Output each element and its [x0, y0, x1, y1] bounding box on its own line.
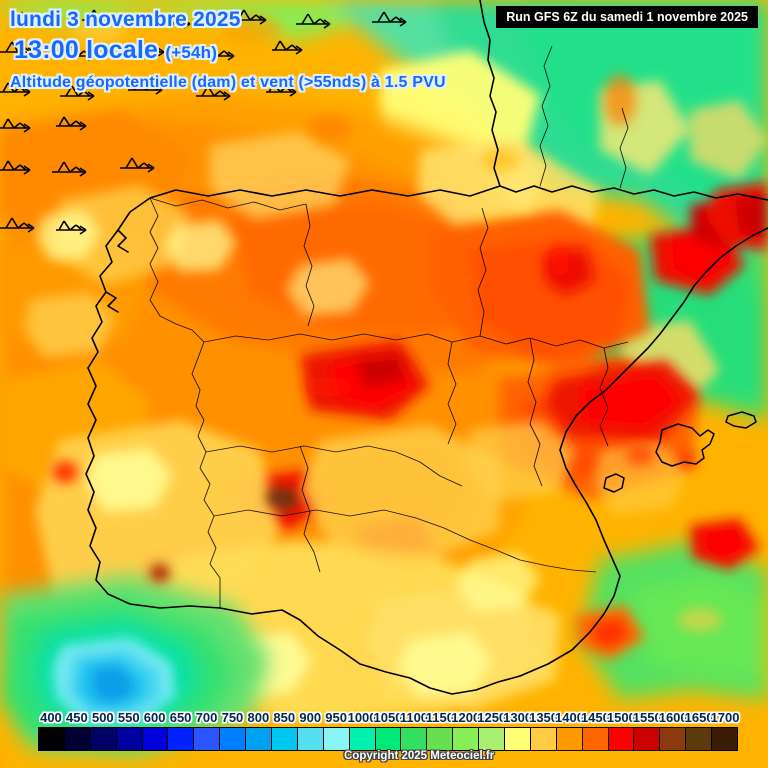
model-run-badge: Run GFS 6Z du samedi 1 novembre 2025: [496, 6, 758, 28]
colorbar-tick-label: 700: [195, 710, 218, 725]
colorbar-swatch: [220, 728, 247, 750]
colorbar-tick-label: 1650: [684, 710, 714, 725]
colorbar-swatch: [246, 728, 273, 750]
colorbar-tick-label: 1150: [425, 710, 454, 725]
colorbar-tick-label: 1550: [632, 710, 662, 725]
parameter-label: Altitude géopotentielle (dam) et vent (>…: [10, 74, 446, 91]
colorbar-tick-label: 950: [325, 710, 347, 725]
colorbar-swatch: [90, 728, 117, 750]
colorbar-swatch: [453, 728, 480, 750]
colorbar-tick-label: 1250: [477, 710, 507, 725]
colorbar-swatch: [323, 728, 350, 750]
colorbar-tick-label: 500: [91, 710, 114, 725]
forecast-lead-time: (+54h): [165, 43, 218, 62]
copyright-label: Copyright 2025 Meteociel.fr: [344, 750, 495, 762]
colorbar-swatch: [168, 728, 195, 750]
colorbar-swatch: [505, 728, 531, 750]
colorbar-swatch: [556, 728, 583, 750]
colorbar-tick-label: 1100: [399, 710, 429, 725]
colorbar-tick-label: 1400: [555, 710, 584, 725]
colorbar-swatch: [116, 728, 143, 750]
colorbar-tick-label: 900: [299, 710, 322, 725]
forecast-time-label: 13:00 locale (+54h): [14, 36, 217, 65]
colorbar-tick-label: 1450: [580, 710, 610, 725]
colorbar-tick-label: 1000: [347, 710, 377, 725]
colorbar-swatch: [712, 728, 738, 750]
colorbar-swatch: [375, 728, 402, 750]
colorbar-swatch: [272, 728, 298, 750]
colorbar-swatch: [530, 728, 557, 750]
colorbar-swatch: [64, 728, 91, 750]
colorbar-tick-label: 1700: [710, 710, 740, 725]
colorbar-tick-label: 800: [247, 710, 270, 725]
colorbar-swatch: [39, 728, 65, 750]
colorbar-swatch: [608, 728, 635, 750]
forecast-date-label: lundi 3 novembre 2025: [10, 8, 241, 31]
colorbar-swatch: [297, 728, 324, 750]
colorbar-swatch: [660, 728, 687, 750]
colorbar-tick-label: 650: [169, 710, 192, 725]
colorbar-tick-label: 1300: [503, 710, 533, 725]
colorbar-tick-label: 450: [66, 710, 88, 725]
colorbar-tick-label: 1600: [658, 710, 688, 725]
colorbar-swatch: [194, 728, 221, 750]
colorbar-swatch: [349, 728, 376, 750]
colorbar-swatch: [479, 728, 506, 750]
colorbar-tick-label: 1500: [606, 710, 636, 725]
colorbar-swatch: [582, 728, 609, 750]
colorbar-tick-label: 1200: [451, 710, 481, 725]
colorbar-tick-labels: 400 450 500 550 600 650 700 750 800 850 900 950 1000…: [0, 710, 768, 728]
colorbar-tick-label: 750: [221, 710, 244, 725]
colorbar-tick-label: 1350: [529, 710, 559, 725]
colorbar-tick-label: 1050: [373, 710, 403, 725]
colorbar-tick-label: 400: [40, 710, 62, 725]
colorbar-swatch: [634, 728, 661, 750]
forecast-time-value: 13:00 locale: [14, 36, 159, 64]
colorbar: [38, 727, 738, 751]
colorbar-tick-label: 850: [273, 710, 296, 725]
colorbar-tick-label: 600: [143, 710, 166, 725]
colorbar-swatch: [401, 728, 428, 750]
colorbar-swatch: [427, 728, 454, 750]
colorbar-swatch: [142, 728, 169, 750]
colorbar-tick-label: 550: [117, 710, 140, 725]
colorbar-swatch: [686, 728, 713, 750]
